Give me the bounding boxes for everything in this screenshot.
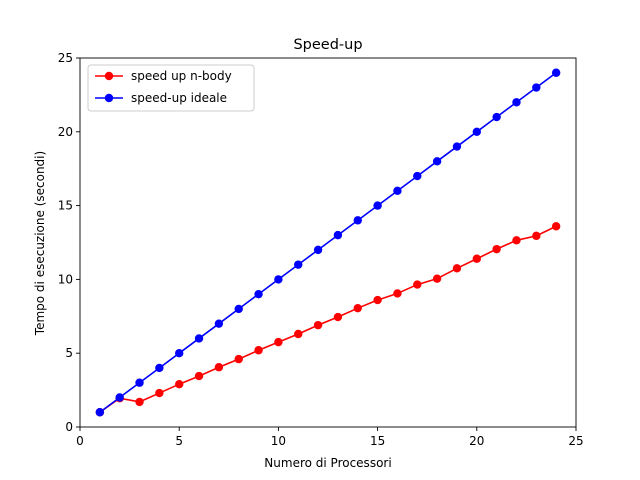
legend-marker [104, 93, 114, 103]
data-point [214, 319, 224, 328]
data-point [175, 379, 184, 389]
data-point [333, 230, 343, 240]
data-point [194, 334, 204, 343]
data-point [234, 354, 243, 364]
x-tick-label: 25 [568, 434, 583, 448]
data-point [95, 408, 105, 417]
data-point [492, 112, 501, 122]
data-point [432, 274, 442, 283]
data-point [432, 157, 442, 166]
series-line-1 [99, 72, 557, 413]
data-point [194, 371, 204, 381]
data-point [393, 186, 402, 196]
data-point [532, 83, 541, 92]
data-point [551, 222, 561, 231]
data-point [214, 363, 224, 372]
y-axis-label: Tempo di esecuzione (secondi) [33, 151, 47, 336]
x-tick-label: 5 [175, 434, 183, 448]
legend-label: speed-up ideale [131, 91, 227, 105]
chart-title: Speed-up [293, 37, 362, 53]
data-point [313, 245, 323, 255]
data-point [413, 171, 422, 181]
data-point [175, 349, 184, 358]
x-tick-label: 15 [370, 434, 385, 448]
data-point [452, 142, 462, 151]
data-point [512, 98, 521, 107]
x-tick-label: 20 [469, 434, 484, 448]
x-tick-label: 0 [76, 434, 84, 448]
data-point [155, 363, 164, 373]
data-point [353, 303, 362, 313]
data-point [373, 201, 382, 210]
y-tick-label: 15 [58, 199, 73, 213]
data-point [234, 304, 243, 314]
y-tick-label: 10 [58, 272, 73, 286]
y-tick-label: 25 [58, 51, 73, 65]
data-point [472, 254, 481, 263]
legend-marker [104, 71, 114, 81]
data-point [551, 68, 561, 77]
data-point [294, 329, 303, 339]
data-point [452, 264, 462, 273]
data-point [512, 236, 521, 245]
data-point [254, 346, 263, 355]
plot-area [79, 57, 577, 428]
data-point [135, 397, 144, 407]
legend-label: speed up n-body [131, 69, 232, 83]
y-axis: 0 5 10 15 20 25 [58, 51, 80, 434]
data-point [472, 127, 481, 136]
x-axis: 0 5 10 15 20 25 [76, 427, 584, 448]
data-point [274, 337, 283, 347]
data-point [413, 280, 422, 289]
data-point [313, 320, 323, 330]
data-point [135, 378, 144, 387]
y-tick-label: 20 [58, 125, 73, 139]
y-tick-label: 0 [65, 420, 73, 434]
data-point [492, 244, 501, 254]
data-point [115, 393, 124, 402]
x-axis-label: Numero di Processori [264, 456, 391, 470]
data-point [373, 295, 382, 305]
data-point [155, 388, 164, 398]
x-tick-label: 10 [271, 434, 286, 448]
y-tick-label: 5 [65, 346, 73, 360]
legend: speed up n-body speed-up ideale [87, 64, 255, 112]
data-point [393, 289, 402, 298]
plot-frame [79, 57, 577, 428]
data-point [274, 275, 283, 284]
data-point [532, 231, 541, 241]
data-point [254, 289, 263, 299]
legend-box [87, 64, 255, 112]
data-point [294, 260, 303, 269]
data-point [333, 312, 343, 322]
series-line-0 [99, 225, 557, 413]
data-point [353, 216, 362, 225]
